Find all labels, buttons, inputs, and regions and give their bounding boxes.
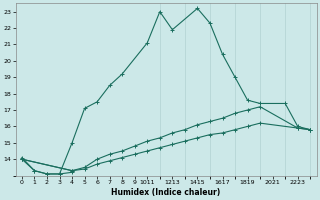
X-axis label: Humidex (Indice chaleur): Humidex (Indice chaleur): [111, 188, 221, 197]
